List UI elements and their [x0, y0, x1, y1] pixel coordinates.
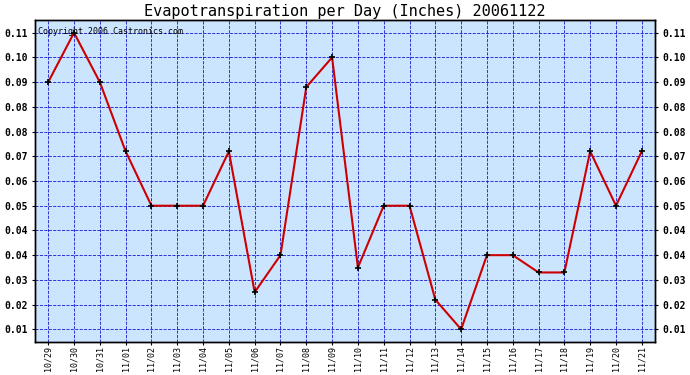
Title: Evapotranspiration per Day (Inches) 20061122: Evapotranspiration per Day (Inches) 2006… — [144, 4, 546, 19]
Text: Copyright 2006 Castronics.com: Copyright 2006 Castronics.com — [39, 27, 184, 36]
